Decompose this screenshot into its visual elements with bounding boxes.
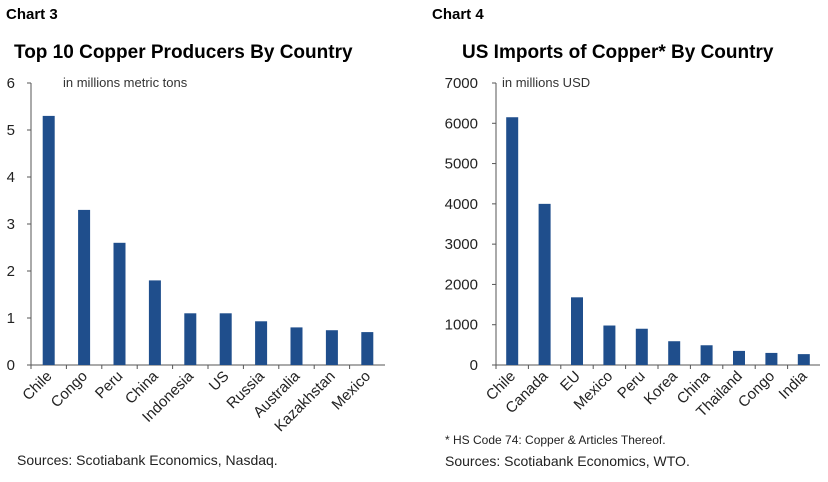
y-tick-label: 2 bbox=[7, 263, 15, 280]
chart-4-source: Sources: Scotiabank Economics, WTO. bbox=[445, 453, 690, 469]
y-tick-label: 5000 bbox=[445, 156, 478, 173]
y-tick-label: 6 bbox=[7, 75, 15, 92]
y-tick-label: 6000 bbox=[445, 115, 478, 132]
y-tick-label: 1000 bbox=[445, 317, 478, 334]
bar-canada bbox=[538, 203, 551, 365]
x-tick-label: Mexico bbox=[329, 368, 375, 414]
chart-4-label: Chart 4 bbox=[432, 6, 484, 23]
bar-mexico bbox=[603, 325, 616, 365]
x-tick-label: Peru bbox=[92, 368, 126, 402]
bar-china bbox=[148, 280, 161, 365]
bar-thailand bbox=[733, 350, 745, 365]
bar-us bbox=[219, 313, 232, 365]
x-tick-label: India bbox=[776, 367, 811, 402]
bar-congo bbox=[78, 209, 91, 365]
x-tick-label: Congo bbox=[48, 368, 91, 411]
bar-korea bbox=[668, 341, 681, 365]
bar-eu bbox=[571, 297, 583, 365]
chart-4-unit-note: in millions USD bbox=[502, 75, 591, 90]
y-tick-label: 1 bbox=[7, 310, 15, 327]
y-tick-label: 0 bbox=[7, 357, 15, 374]
bar-russia bbox=[255, 321, 268, 365]
chart-4-plot: 01000200030004000500060007000ChileCanada… bbox=[445, 75, 820, 421]
bar-india bbox=[797, 354, 810, 365]
chart-4-panel: Chart 4 US Imports of Copper* By Country… bbox=[414, 0, 828, 482]
chart-3-panel: Chart 3 Top 10 Copper Producers By Count… bbox=[6, 6, 385, 468]
bar-mexico bbox=[361, 332, 374, 365]
bar-chile bbox=[506, 117, 519, 365]
x-tick-label: EU bbox=[557, 368, 584, 395]
bar-indonesia bbox=[184, 313, 197, 365]
chart-3-source: Sources: Scotiabank Economics, Nasdaq. bbox=[17, 452, 278, 468]
bar-peru bbox=[635, 328, 648, 365]
x-tick-label: Korea bbox=[641, 367, 682, 408]
x-tick-label: US bbox=[206, 368, 233, 395]
chart-3-label: Chart 3 bbox=[6, 6, 58, 23]
bar-chile bbox=[42, 115, 55, 366]
chart-4-footnote: * HS Code 74: Copper & Articles Thereof. bbox=[445, 433, 666, 447]
y-tick-label: 2000 bbox=[445, 276, 478, 293]
bar-peru bbox=[113, 242, 126, 365]
chart-4-title: US Imports of Copper* By Country bbox=[462, 42, 774, 63]
y-tick-label: 3 bbox=[7, 216, 15, 233]
y-tick-label: 7000 bbox=[445, 75, 478, 92]
y-tick-label: 4 bbox=[7, 169, 15, 186]
bar-congo bbox=[765, 352, 778, 365]
x-tick-label: Congo bbox=[735, 368, 778, 411]
chart-3-title: Top 10 Copper Producers By Country bbox=[14, 42, 353, 63]
y-tick-label: 5 bbox=[7, 122, 15, 139]
y-tick-label: 0 bbox=[470, 357, 478, 374]
chart-3-unit-note: in millions metric tons bbox=[63, 75, 188, 90]
bar-china bbox=[700, 345, 713, 365]
y-tick-label: 3000 bbox=[445, 236, 478, 253]
y-tick-label: 4000 bbox=[445, 196, 478, 213]
bar-kazakhstan bbox=[325, 330, 338, 365]
bar-australia bbox=[290, 327, 303, 365]
